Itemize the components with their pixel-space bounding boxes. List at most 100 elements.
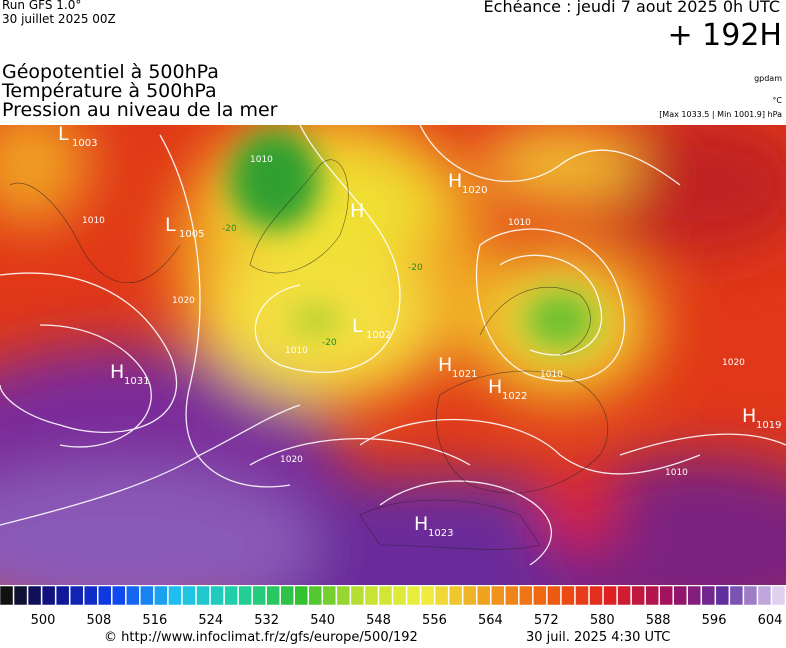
color-swatch	[519, 585, 533, 606]
color-swatch	[603, 585, 617, 606]
color-swatch	[687, 585, 702, 606]
isobar-label: 1020	[280, 455, 303, 465]
color-swatch	[547, 585, 561, 606]
color-swatch	[55, 585, 70, 606]
temperature-label: -20	[322, 338, 337, 348]
isobar-label: 1010	[250, 155, 273, 165]
source: © http://www.infoclimat.fr/z/gfs/europe/…	[104, 630, 418, 645]
color-swatch	[533, 585, 547, 606]
color-swatch	[83, 585, 98, 606]
color-swatch	[69, 585, 84, 606]
isobar-label: 1010	[82, 216, 105, 226]
color-swatch	[743, 585, 758, 606]
colorbar-tick-label: 556	[422, 613, 447, 628]
color-swatch	[378, 585, 393, 606]
field: Température à 500hPa	[2, 80, 217, 102]
pressure-symbol: H	[438, 354, 452, 376]
color-swatch	[238, 585, 252, 606]
color-swatch	[0, 585, 14, 606]
color-swatch	[406, 585, 421, 606]
color-swatch	[294, 585, 309, 606]
lead-time: + 192H	[667, 18, 783, 53]
colorbar-tick-label: 524	[198, 613, 223, 628]
color-swatch	[154, 585, 168, 606]
color-swatch	[266, 585, 280, 606]
colorbar-tick-label: 572	[534, 613, 559, 628]
color-swatch	[322, 585, 337, 606]
color-swatch	[98, 585, 112, 606]
pressure-symbol: H	[742, 405, 756, 427]
color-swatch	[350, 585, 365, 606]
colorbar-tick-label: 580	[590, 613, 615, 628]
pressure-value: 1020	[462, 185, 487, 196]
pressure-value: 1021	[452, 369, 477, 380]
color-swatch	[757, 585, 772, 606]
colorbar-tick-label: 516	[142, 613, 167, 628]
color-swatch	[182, 585, 196, 606]
isobar-label: 1020	[722, 358, 745, 368]
color-swatch	[13, 585, 28, 606]
colorbar-tick-label: 548	[366, 613, 391, 628]
color-swatch	[434, 585, 449, 606]
color-swatch	[505, 585, 519, 606]
colorbar-tick-label: 604	[758, 613, 783, 628]
issued: 30 juil. 2025 4:30 UTC	[526, 630, 671, 645]
pressure-value: 1002	[366, 330, 391, 341]
color-swatch	[126, 585, 140, 606]
color-swatch	[771, 585, 786, 606]
color-swatch	[27, 585, 42, 606]
color-swatch	[729, 585, 744, 606]
colorbar-tick-label: 588	[646, 613, 671, 628]
color-swatch	[631, 585, 645, 606]
color-swatch	[336, 585, 351, 606]
color-swatch	[112, 585, 126, 606]
pressure-value: 1005	[179, 229, 204, 240]
isobar-label: 1010	[540, 370, 563, 380]
run-date: 30 juillet 2025 00Z	[2, 12, 116, 26]
pressure-value: 1022	[502, 391, 527, 402]
isobar-label: 1020	[172, 296, 195, 306]
color-swatch	[476, 585, 491, 606]
colorbar-tick-label: 596	[702, 613, 727, 628]
colorbar: 500 508 516 524 532 540 548 556 564 572 580 588 596 6…	[0, 585, 786, 628]
run: Run GFS 1.0°	[2, 0, 82, 12]
color-swatch	[462, 585, 477, 606]
pressure-symbol: H	[448, 170, 462, 192]
color-swatch	[715, 585, 730, 606]
pressure-symbol: L	[165, 214, 176, 236]
color-swatch	[589, 585, 603, 606]
color-swatch	[252, 585, 266, 606]
color-swatch	[224, 585, 238, 606]
color-swatch	[420, 585, 435, 606]
pressure-value: 1019	[756, 420, 781, 431]
pressure-value: 1023	[428, 528, 453, 539]
isobar-label: 1010	[285, 346, 308, 356]
color-swatch	[659, 585, 673, 606]
unit: °C	[772, 96, 782, 105]
forecast: Echéance : jeudi 7 aout 2025 0h UTC	[483, 0, 780, 16]
color-swatch	[364, 585, 379, 606]
color-swatch	[392, 585, 407, 606]
color-swatch	[575, 585, 589, 606]
color-swatch	[491, 585, 505, 606]
color-swatch	[280, 585, 295, 606]
pressure-symbol: H	[414, 513, 428, 535]
color-swatch	[41, 585, 56, 606]
field-shading	[0, 125, 786, 585]
colorbar-tick-label: 500	[31, 613, 56, 628]
isobar-label: 1010	[665, 468, 688, 478]
pressure-value: 1003	[72, 138, 97, 149]
color-swatch	[645, 585, 659, 606]
colorbar-tick-label: 508	[87, 613, 112, 628]
color-swatch	[673, 585, 688, 606]
temperature-label: -20	[408, 263, 423, 273]
color-swatch	[701, 585, 716, 606]
color-swatch	[168, 585, 182, 606]
color-swatch	[196, 585, 210, 606]
temperature-label: -20	[222, 224, 237, 234]
color-swatch	[140, 585, 154, 606]
unit: gpdam	[754, 74, 782, 83]
pressure-symbol: H	[488, 376, 502, 398]
color-swatch	[561, 585, 575, 606]
